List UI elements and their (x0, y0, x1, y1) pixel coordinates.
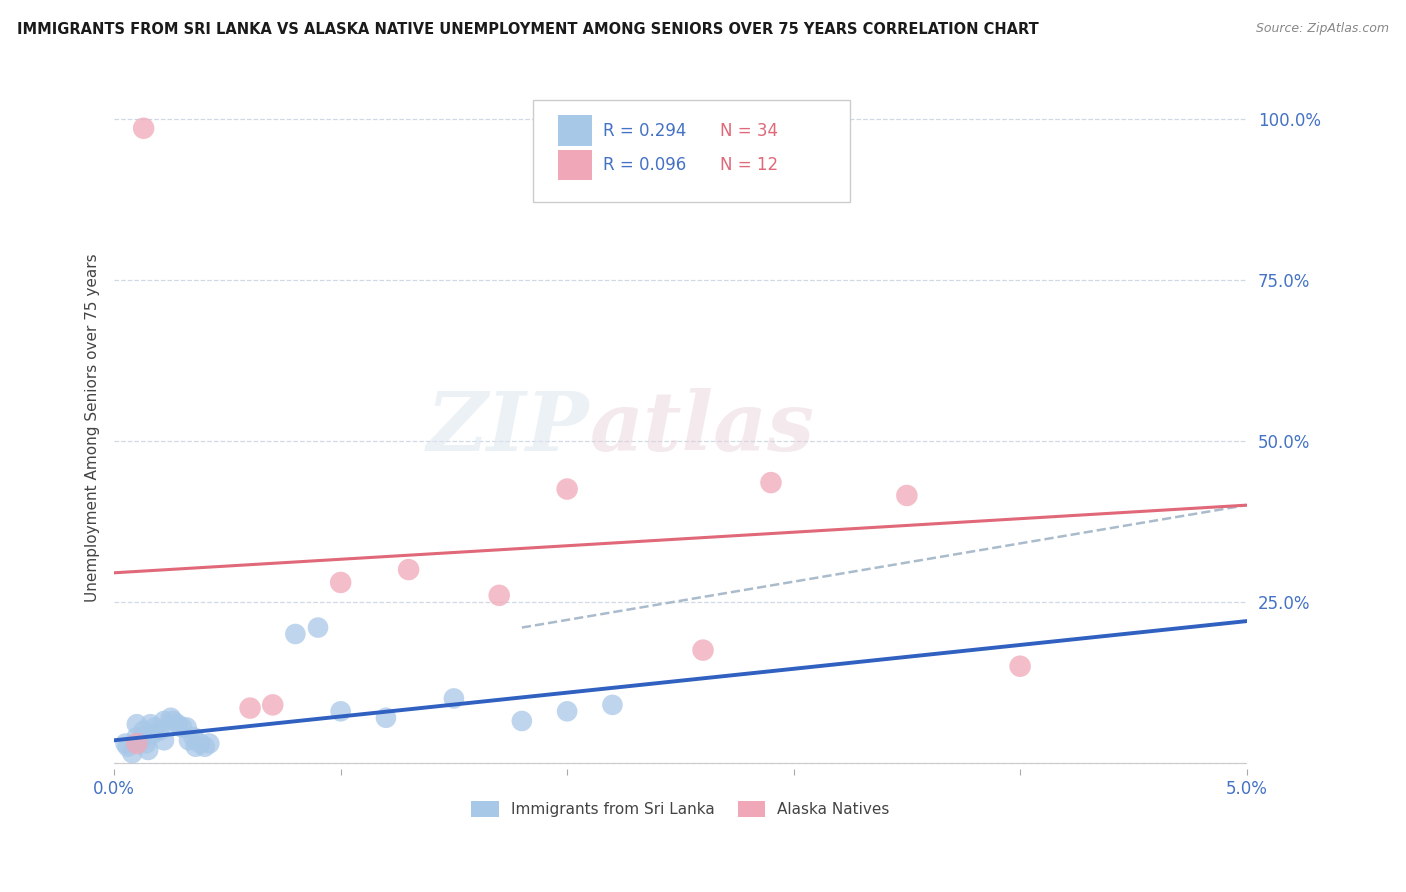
Point (262, 698, 284, 712)
Bar (558, 150, 592, 180)
Point (117, 739, 139, 754)
Point (143, 720, 166, 734)
Text: Source: ZipAtlas.com: Source: ZipAtlas.com (1256, 22, 1389, 36)
Point (183, 730, 205, 744)
Point (148, 723, 170, 738)
Point (443, 691, 465, 706)
Point (166, 717, 188, 731)
Text: IMMIGRANTS FROM SRI LANKA VS ALASKA NATIVE UNEMPLOYMENT AMONG SENIORS OVER 75 YE: IMMIGRANTS FROM SRI LANKA VS ALASKA NATI… (17, 22, 1039, 37)
Point (136, 743, 159, 757)
Legend: Immigrants from Sri Lanka, Alaska Natives: Immigrants from Sri Lanka, Alaska Native… (465, 795, 896, 823)
Point (198, 737, 221, 751)
Point (132, 121, 155, 136)
Point (132, 723, 155, 738)
Y-axis label: Unemployment Among Seniors over 75 years: Unemployment Among Seniors over 75 years (86, 253, 100, 602)
Text: atlas: atlas (589, 388, 815, 467)
Point (194, 739, 217, 754)
Point (121, 746, 143, 760)
Text: N = 12: N = 12 (720, 156, 778, 174)
Point (184, 739, 207, 754)
Text: N = 34: N = 34 (720, 121, 778, 140)
Point (488, 588, 510, 602)
Point (239, 701, 262, 715)
Point (125, 730, 148, 744)
Point (307, 621, 329, 635)
Point (188, 737, 211, 751)
Point (131, 733, 153, 747)
Point (329, 704, 352, 718)
Text: R = 0.294: R = 0.294 (603, 121, 686, 140)
Point (162, 714, 184, 728)
FancyBboxPatch shape (533, 100, 851, 202)
Point (114, 737, 136, 751)
Point (1010, 659, 1032, 673)
Point (172, 720, 194, 734)
Point (602, 698, 624, 712)
Point (153, 733, 176, 747)
Point (176, 720, 198, 734)
Point (139, 717, 162, 731)
Point (177, 733, 200, 747)
Point (329, 575, 352, 590)
Point (153, 714, 176, 728)
Point (142, 727, 165, 741)
Point (125, 717, 148, 731)
Point (159, 711, 181, 725)
Point (692, 643, 714, 657)
Point (555, 482, 578, 496)
Point (759, 475, 782, 490)
Text: ZIP: ZIP (427, 388, 589, 467)
Point (375, 711, 398, 725)
Point (284, 627, 307, 641)
Point (398, 563, 420, 577)
Point (555, 704, 578, 718)
Point (125, 737, 148, 751)
Bar (558, 115, 592, 146)
Point (510, 714, 533, 728)
Point (135, 737, 157, 751)
Text: R = 0.096: R = 0.096 (603, 156, 686, 174)
Point (896, 488, 918, 502)
